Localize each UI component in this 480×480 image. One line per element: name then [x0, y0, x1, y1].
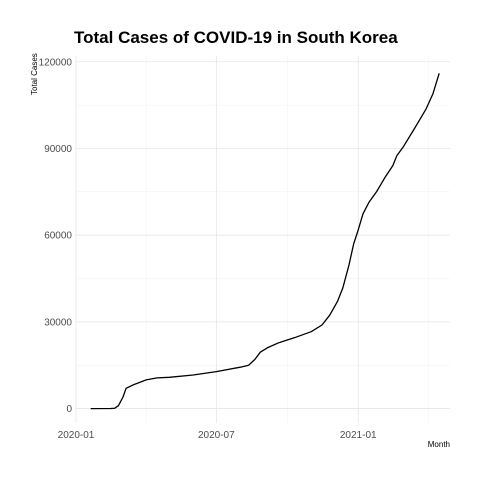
chart-title: Total Cases of COVID-19 in South Korea: [74, 28, 398, 47]
series-line-total-cases: [90, 73, 440, 410]
y-tick-label: 90000: [44, 144, 72, 155]
x-axis-title: Month: [428, 440, 450, 449]
y-tick-label: 0: [66, 404, 72, 415]
series-group: [90, 73, 440, 410]
y-tick-label: 30000: [44, 317, 72, 328]
x-tick-label: 2020-07: [198, 430, 235, 441]
gridlines: [75, 56, 450, 423]
y-axis-title: Total Cases: [30, 53, 39, 95]
y-tick-label: 60000: [44, 231, 72, 242]
x-tick-label: 2020-01: [58, 430, 95, 441]
x-tick-label: 2021-01: [340, 430, 377, 441]
y-tick-label: 120000: [39, 57, 73, 68]
tick-labels: 0 30000 60000 90000 120000 2020-01 2020-07 2021…: [39, 57, 377, 441]
